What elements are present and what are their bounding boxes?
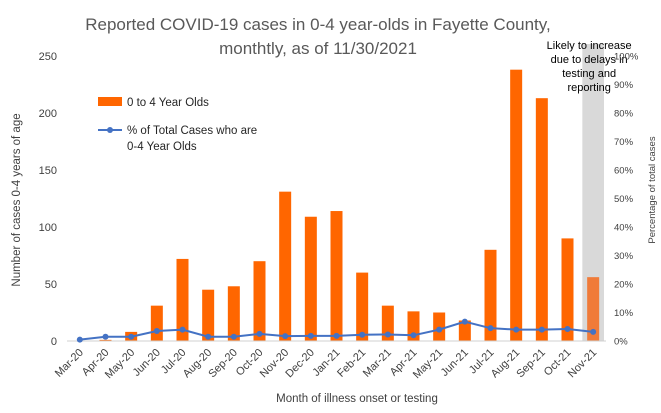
y2-tick-label: 90% xyxy=(614,80,634,91)
x-tick-label: Mar-20 xyxy=(53,347,86,380)
x-tick-label: Nov-21 xyxy=(566,347,600,381)
bar xyxy=(407,311,420,341)
y2-tick-label: 70% xyxy=(614,137,634,148)
line-point xyxy=(590,328,597,335)
line-point xyxy=(384,331,391,338)
y2-tick-label: 20% xyxy=(614,280,634,291)
x-axis-label: Month of illness onset or testing xyxy=(276,393,438,405)
line-point xyxy=(359,331,366,338)
line-point xyxy=(461,318,468,325)
line-point xyxy=(256,330,263,337)
y-tick-label: 150 xyxy=(39,165,57,177)
legend-line-label-1: % of Total Cases who are xyxy=(127,125,257,137)
y2-tick-label: 60% xyxy=(614,166,634,177)
y-tick-label: 0 xyxy=(51,336,57,348)
bar xyxy=(202,289,215,341)
y2-tick-label: 0% xyxy=(614,337,628,348)
highlight-note-line-2: due to delays in xyxy=(551,54,628,66)
y2-tick-label: 80% xyxy=(614,109,634,120)
highlight-note-line-1: Likely to increase xyxy=(547,40,632,52)
bar xyxy=(535,98,548,342)
x-tick-label: Jun-20 xyxy=(131,347,163,379)
highlight-note-line-3: testing and xyxy=(562,68,616,80)
x-tick-label: Dec-20 xyxy=(283,347,317,381)
y2-axis-label: Percentage of total cases xyxy=(647,136,658,243)
bar xyxy=(510,69,523,342)
bar xyxy=(561,238,574,341)
line-point xyxy=(76,336,83,343)
line-point xyxy=(282,333,289,340)
y-axis-label: Number of cases 0-4 years of age xyxy=(11,113,23,286)
legend-bar-swatch xyxy=(98,97,122,106)
y2-tick-label: 10% xyxy=(614,308,634,319)
bar xyxy=(330,211,343,341)
y-tick-label: 250 xyxy=(39,51,57,63)
x-tick-label: Jun-21 xyxy=(439,347,471,379)
bar xyxy=(99,339,112,341)
legend-bar-label: 0 to 4 Year Olds xyxy=(127,97,209,109)
y2-tick-label: 40% xyxy=(614,223,634,234)
line-point xyxy=(128,333,135,340)
bar xyxy=(253,261,266,341)
y-tick-label: 100 xyxy=(39,222,57,234)
line-point xyxy=(307,332,314,339)
bar xyxy=(587,277,600,341)
y-tick-label: 200 xyxy=(39,108,57,120)
bar xyxy=(304,216,317,341)
y-axis-ticks: 0 50 100 150 200 250 xyxy=(39,51,57,348)
highlight-note-line-4: reporting xyxy=(567,82,610,94)
x-tick-label: Mar-21 xyxy=(361,347,394,380)
legend-line-label-2: 0-4 Year Olds xyxy=(127,141,197,153)
line-point xyxy=(538,326,545,333)
line-point xyxy=(230,333,237,340)
line-point xyxy=(179,326,186,333)
x-tick-label: Sep-20 xyxy=(206,347,240,381)
x-tick-label: Sep-21 xyxy=(514,347,548,381)
line-point xyxy=(513,326,520,333)
y-tick-label: 50 xyxy=(45,279,57,291)
legend: 0 to 4 Year Olds % of Total Cases who ar… xyxy=(98,97,257,153)
y2-axis-ticks: 0% 10% 20% 30% 40% 50% 60% 70% 80% 90% 100% xyxy=(614,52,639,348)
bar-series xyxy=(99,69,600,342)
line-point xyxy=(333,332,340,339)
bar xyxy=(227,286,240,341)
bar xyxy=(484,249,497,341)
chart-title-line-1: Reported COVID-19 cases in 0-4 year-olds… xyxy=(85,15,551,34)
y2-tick-label: 100% xyxy=(614,52,639,63)
line-point xyxy=(205,333,212,340)
y2-tick-label: 30% xyxy=(614,251,634,262)
highlight-note: Likely to increase due to delays in test… xyxy=(547,40,632,94)
line-point xyxy=(436,326,443,333)
line-point xyxy=(102,333,109,340)
bar xyxy=(458,320,471,341)
y2-tick-label: 50% xyxy=(614,194,634,205)
bar xyxy=(279,191,292,341)
chart-title: Reported COVID-19 cases in 0-4 year-olds… xyxy=(85,15,551,58)
x-axis-ticks: Mar-20Apr-20May-20Jun-20Jul-20Aug-20Sep-… xyxy=(53,347,599,381)
highlight-shade xyxy=(582,44,604,341)
bar xyxy=(150,305,163,341)
line-point xyxy=(564,326,571,333)
line-point xyxy=(410,332,417,339)
bar xyxy=(176,258,189,341)
legend-line-marker xyxy=(107,127,113,133)
bar xyxy=(381,305,394,341)
line-point xyxy=(487,325,494,332)
line-point xyxy=(153,328,160,335)
chart-title-line-2: monthtly, as of 11/30/2021 xyxy=(219,39,417,58)
bar xyxy=(356,272,369,341)
line-series xyxy=(76,318,597,343)
